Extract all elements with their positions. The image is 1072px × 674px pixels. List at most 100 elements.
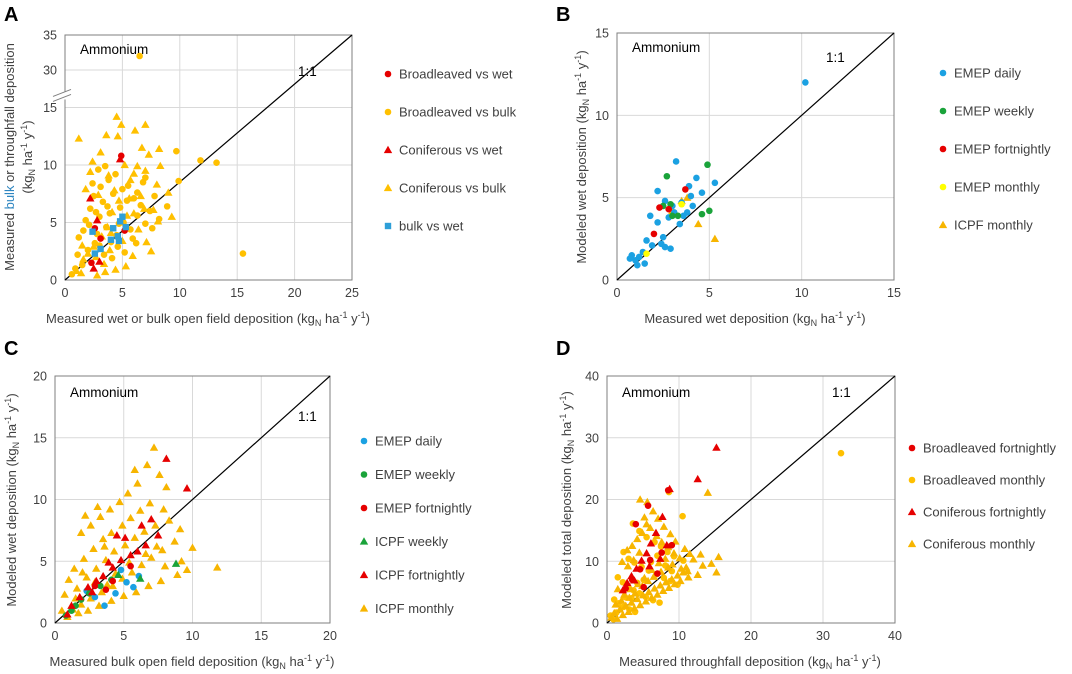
data-point <box>698 189 706 197</box>
data-point <box>148 224 156 232</box>
x-tick-label: 15 <box>254 629 268 643</box>
legend-marker <box>359 537 369 545</box>
data-point <box>81 511 90 519</box>
data-point <box>669 549 679 557</box>
data-point <box>133 161 142 170</box>
data-point <box>646 539 656 547</box>
data-point <box>685 549 694 557</box>
data-point <box>131 587 141 596</box>
data-point <box>136 191 145 200</box>
data-point <box>114 233 122 240</box>
data-point <box>120 533 130 541</box>
legend-marker <box>939 183 947 191</box>
data-point <box>623 561 633 570</box>
plot-frame <box>616 32 895 281</box>
data-point <box>74 134 83 142</box>
data-point <box>114 570 123 578</box>
data-point <box>76 528 86 536</box>
data-point <box>107 596 116 604</box>
data-point <box>712 568 721 576</box>
data-point <box>156 576 166 585</box>
data-point <box>79 255 88 263</box>
data-point <box>620 590 629 598</box>
data-point <box>622 578 632 587</box>
data-point <box>86 194 95 202</box>
data-point <box>75 592 84 601</box>
data-point <box>76 268 86 277</box>
y-axis-label: Modeled total deposition (kgN ha-1 y-1) <box>558 391 576 609</box>
data-point <box>89 242 98 250</box>
y-tick-label: 5 <box>602 191 609 205</box>
data-point <box>98 571 108 580</box>
data-point <box>679 512 686 520</box>
data-point <box>104 171 113 179</box>
data-point <box>689 202 697 210</box>
data-point <box>110 225 117 232</box>
data-point <box>683 566 692 575</box>
x-tick-label: 15 <box>230 286 244 300</box>
data-point <box>102 130 111 139</box>
data-point <box>72 584 82 592</box>
data-point <box>618 610 628 619</box>
data-point <box>94 166 102 173</box>
data-point <box>664 563 673 571</box>
data-point <box>633 594 642 603</box>
data-point <box>213 563 222 571</box>
data-point <box>151 192 158 200</box>
series-coniferous-fortnightly <box>618 443 721 594</box>
legend-label: EMEP fortnightly <box>954 142 1051 157</box>
data-point <box>89 264 98 272</box>
data-point <box>706 207 713 215</box>
data-point <box>654 570 661 577</box>
data-point <box>78 568 87 576</box>
y-tick-label: 15 <box>43 101 57 115</box>
legend-label: Broadleaved vs bulk <box>399 105 517 120</box>
data-point <box>101 162 109 170</box>
data-point <box>115 237 123 245</box>
data-point <box>646 212 654 220</box>
data-point <box>657 537 666 546</box>
data-point <box>647 565 656 574</box>
data-point <box>646 523 655 532</box>
data-point <box>96 512 105 520</box>
y-axis-label-units: (kgN ha-1 y-1) <box>19 120 37 193</box>
data-point <box>118 521 127 529</box>
data-point <box>120 540 130 549</box>
data-point <box>164 188 173 196</box>
data-point <box>152 542 161 550</box>
data-point <box>156 161 165 170</box>
series-bulk-vs-wet <box>89 213 130 257</box>
data-point <box>82 216 89 224</box>
data-point <box>698 561 707 569</box>
series-icpf-fortnightly <box>63 454 192 618</box>
data-point <box>696 550 705 558</box>
data-point <box>100 251 108 258</box>
y-tick-label: 20 <box>585 493 599 507</box>
data-point <box>91 593 99 601</box>
data-point <box>94 601 104 609</box>
series-icpf-weekly <box>114 559 181 582</box>
data-point <box>668 560 677 568</box>
x-tick-label: 20 <box>288 286 302 300</box>
data-point <box>107 528 116 536</box>
data-point <box>112 590 119 597</box>
y-tick-label: 10 <box>33 493 47 507</box>
data-point <box>78 241 87 249</box>
data-point <box>70 564 79 572</box>
data-point <box>116 555 126 564</box>
data-point <box>618 586 628 594</box>
data-point <box>72 266 81 274</box>
data-point <box>689 555 698 563</box>
data-point <box>92 215 102 224</box>
data-point <box>643 576 653 585</box>
data-point <box>693 570 702 578</box>
data-point <box>613 584 622 593</box>
data-point <box>159 505 168 513</box>
data-point <box>658 586 668 595</box>
one-to-one-line <box>54 375 331 624</box>
data-point <box>119 213 126 220</box>
panel-b-chart: 0 5 10 15 0 5 10 15 Ammonium 1:1 Measured wet depo… <box>573 27 1051 329</box>
data-point <box>684 573 693 581</box>
legend-label: EMEP daily <box>954 66 1021 81</box>
data-point <box>113 132 123 140</box>
